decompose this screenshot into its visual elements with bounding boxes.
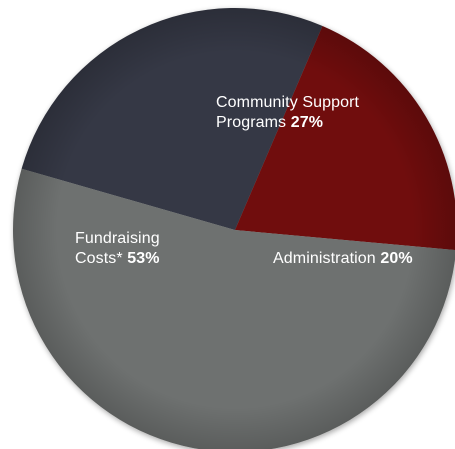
slice-percent: 27%: [290, 114, 324, 131]
slice-label-line: Administration 20%: [273, 249, 413, 269]
slice-label-line: Programs 27%: [216, 113, 359, 133]
slice-label-text: Programs: [216, 114, 287, 131]
slice-label-line: Community Support: [216, 94, 360, 111]
slice-label-line: Costs* 53%: [75, 249, 160, 269]
slice-percent: 20%: [380, 250, 413, 267]
slice-label-text: Costs*: [75, 250, 123, 267]
slice-percent: 53%: [127, 250, 160, 267]
pie-edge-shade: [13, 8, 455, 449]
slice-label-community-support: Community Support Programs 27%: [216, 93, 359, 133]
slice-label-fundraising-costs: Fundraising Costs* 53%: [75, 229, 160, 269]
slice-label-text: Administration: [273, 250, 376, 267]
slice-label-administration: Administration 20%: [273, 249, 413, 269]
slice-label-line: Fundraising: [75, 230, 160, 247]
